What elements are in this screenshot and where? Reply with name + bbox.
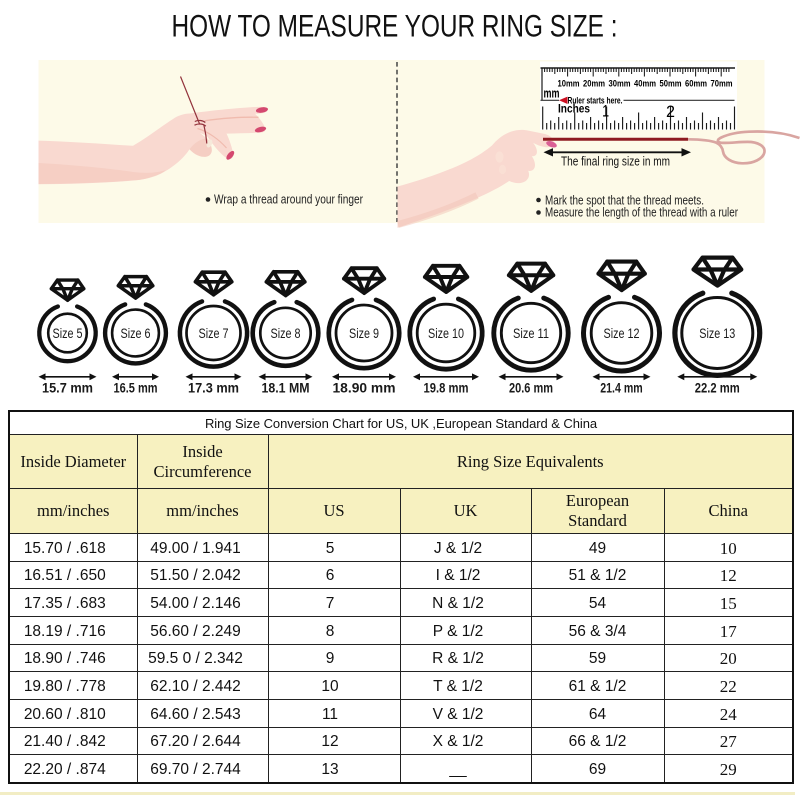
svg-text:17.3 mm: 17.3 mm — [188, 379, 239, 395]
svg-text:Measure the length of the thre: Measure the length of the thread with a … — [545, 206, 738, 220]
svg-text:18.1 MM: 18.1 MM — [262, 379, 310, 395]
svg-text:mm: mm — [544, 87, 560, 101]
svg-text:Wrap a thread around your fing: Wrap a thread around your finger — [214, 193, 363, 207]
svg-text:Mark the spot that the thread: Mark the spot that the thread meets. — [545, 194, 704, 208]
svg-text:Size 5: Size 5 — [53, 326, 83, 341]
svg-text:Size 8: Size 8 — [271, 326, 301, 341]
svg-text:16.5 mm: 16.5 mm — [114, 379, 158, 395]
svg-text:Size 13: Size 13 — [699, 326, 735, 341]
svg-text:Size 10: Size 10 — [428, 326, 464, 341]
svg-text:50mm: 50mm — [660, 79, 682, 90]
svg-text:20mm: 20mm — [583, 79, 605, 90]
svg-text:Ruler starts here.: Ruler starts here. — [568, 95, 623, 106]
svg-text:20.6 mm: 20.6 mm — [509, 379, 553, 395]
svg-text:19.8 mm: 19.8 mm — [424, 379, 469, 395]
svg-text:Size 12: Size 12 — [604, 326, 640, 341]
svg-text:Size 11: Size 11 — [513, 326, 549, 341]
svg-text:22.2 mm: 22.2 mm — [695, 379, 740, 395]
svg-text:Size 6: Size 6 — [121, 326, 151, 341]
svg-text:Size 9: Size 9 — [349, 326, 379, 341]
svg-text:60mm: 60mm — [685, 79, 707, 90]
svg-text:10mm: 10mm — [558, 79, 580, 90]
svg-text:Size 7: Size 7 — [199, 326, 229, 341]
svg-text:HOW TO MEASURE YOUR RING SIZE: HOW TO MEASURE YOUR RING SIZE : — [172, 7, 618, 43]
svg-text:40mm: 40mm — [634, 79, 656, 90]
svg-text:30mm: 30mm — [609, 79, 631, 90]
svg-text:15.7 mm: 15.7 mm — [42, 379, 93, 395]
svg-text:The final ring size in mm: The final ring size in mm — [561, 155, 670, 169]
svg-text:Inches: Inches — [558, 104, 590, 116]
svg-text:21.4 mm: 21.4 mm — [600, 379, 643, 395]
svg-text:1: 1 — [602, 103, 609, 121]
svg-text:70mm: 70mm — [711, 79, 733, 90]
svg-text:2: 2 — [666, 103, 675, 121]
svg-text:18.90 mm: 18.90 mm — [333, 379, 396, 395]
